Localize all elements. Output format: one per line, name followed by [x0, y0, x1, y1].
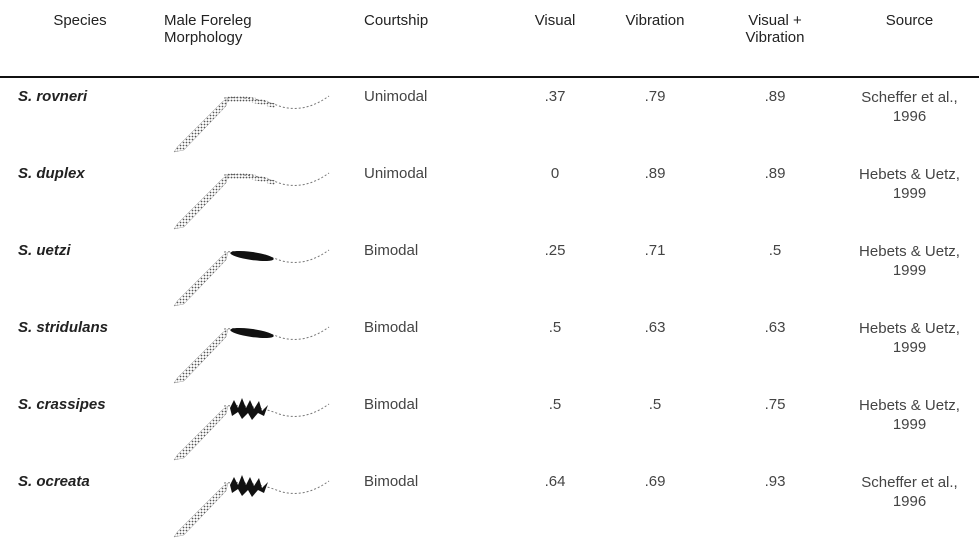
- table-row: S. uetzi Bimodal .25 .71 .5 Hebets & Uetz, 19…: [0, 232, 979, 309]
- source: Hebets & Uetz, 1999: [859, 243, 960, 279]
- morphology: [160, 463, 360, 540]
- morphology: [160, 309, 360, 386]
- foreleg-drawing: [173, 249, 330, 307]
- score: .79: [644, 88, 666, 105]
- courtship: Bimodal: [364, 473, 419, 490]
- source: Scheffer et al., 1996: [861, 474, 958, 510]
- courtship: Bimodal: [364, 319, 419, 336]
- foreleg-drawing: [173, 475, 330, 538]
- species: S. duplex: [18, 165, 85, 182]
- score: .37: [544, 88, 566, 105]
- score: .5: [648, 396, 662, 413]
- score: .5: [548, 396, 562, 413]
- score: .89: [764, 165, 786, 182]
- foreleg-drawing: [173, 95, 330, 153]
- score: .75: [764, 396, 786, 413]
- score: 0: [550, 165, 560, 182]
- score: .89: [644, 165, 666, 182]
- courtship: Unimodal: [364, 165, 428, 182]
- source: Hebets & Uetz, 1999: [859, 166, 960, 202]
- morphology: [160, 386, 360, 463]
- table-row: S. crassipes Bimodal .5 .5 .75 Hebets & Uetz,…: [0, 386, 979, 463]
- species: S. stridulans: [18, 319, 109, 336]
- table-row: S. rovneri Unimodal .37 .79 .89 Scheffer et a…: [0, 77, 979, 155]
- foreleg-drawing: [173, 398, 330, 461]
- header-row: Species Male Foreleg Morphology Courtship V…: [0, 0, 979, 78]
- morphology: [160, 232, 360, 309]
- table-row: S. stridulans Bimodal .5 .63 .63 Hebets & Uet…: [0, 309, 979, 386]
- morphology: [160, 155, 360, 232]
- score: .89: [764, 88, 786, 105]
- courtship: Bimodal: [364, 396, 419, 413]
- column-header: Vibration: [600, 0, 710, 78]
- table-row: S. ocreata Bimodal .64 .69 .93 Scheffer et al…: [0, 463, 979, 540]
- source: Hebets & Uetz, 1999: [859, 397, 960, 433]
- score: .69: [644, 473, 666, 490]
- morphology: [160, 77, 360, 155]
- column-header: Male Foreleg Morphology: [160, 0, 360, 78]
- foreleg-drawing: [173, 172, 330, 230]
- courtship: Bimodal: [364, 242, 419, 259]
- column-header: Courtship: [360, 0, 510, 78]
- species: S. rovneri: [18, 88, 88, 105]
- score: .63: [644, 319, 666, 336]
- score: .93: [764, 473, 786, 490]
- source: Hebets & Uetz, 1999: [859, 320, 960, 356]
- column-header: Visual + Vibration: [710, 0, 840, 78]
- column-header: Species: [0, 0, 160, 78]
- score: .5: [548, 319, 562, 336]
- table-row: S. duplex Unimodal 0 .89 .89 Hebets & Uetz, 1…: [0, 155, 979, 232]
- score: .25: [544, 242, 566, 259]
- column-header: Source: [840, 0, 979, 78]
- score: .64: [544, 473, 566, 490]
- column-header: Visual: [510, 0, 600, 78]
- score: .71: [644, 242, 666, 259]
- foreleg-drawing: [173, 326, 330, 384]
- table-body: S. rovneri Unimodal .37 .79 .89 Scheffer et a…: [0, 77, 979, 540]
- species: S. ocreata: [18, 473, 90, 490]
- score: .5: [768, 242, 782, 259]
- source: Scheffer et al., 1996: [861, 89, 958, 125]
- species: S. crassipes: [18, 396, 106, 413]
- score: .63: [764, 319, 786, 336]
- courtship: Unimodal: [364, 88, 428, 105]
- species: S. uetzi: [18, 242, 71, 259]
